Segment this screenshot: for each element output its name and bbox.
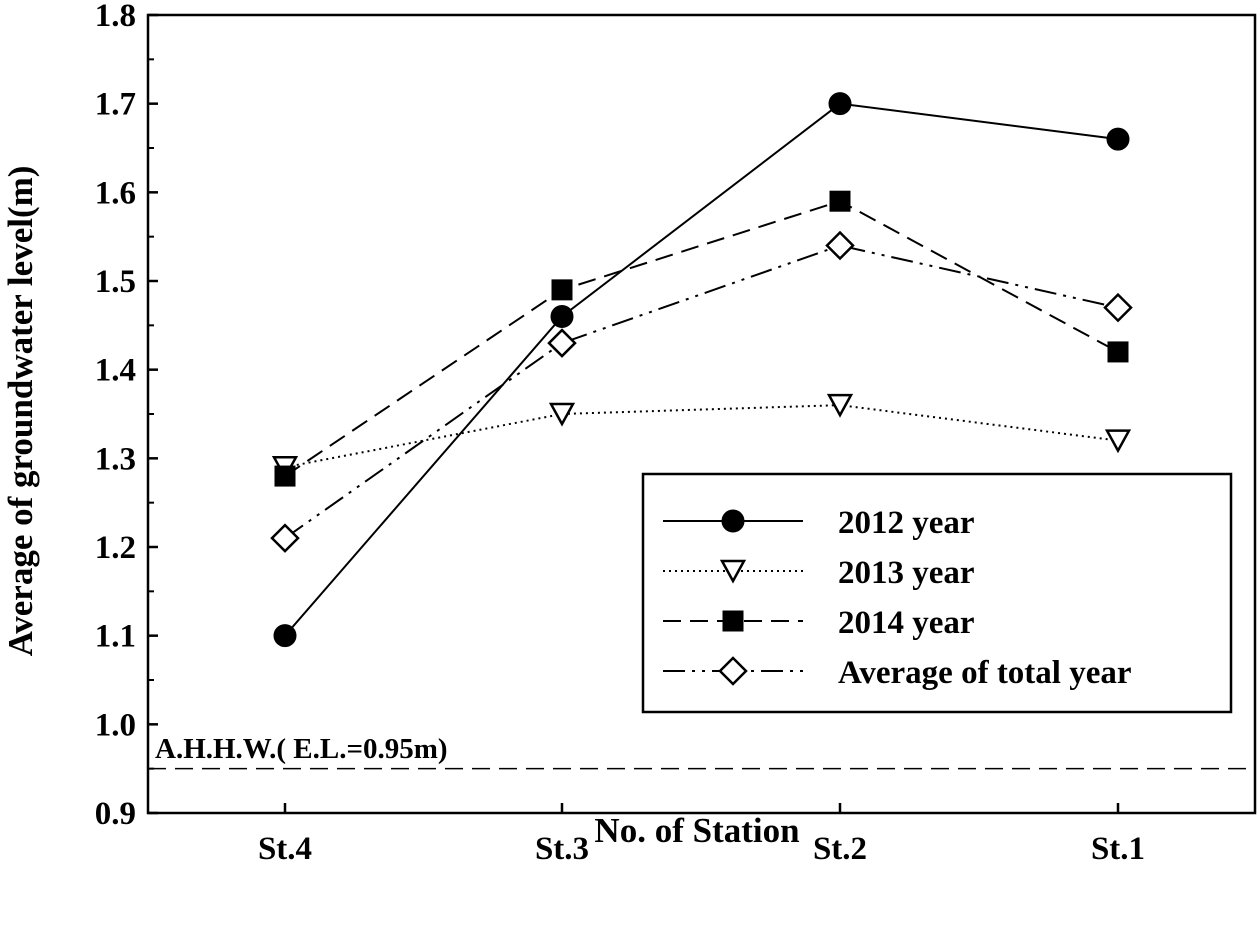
series-line-0 — [284, 102, 1119, 637]
y-axis-title: Average of groundwater level(m) — [1, 166, 40, 657]
data-point-s0-2 — [828, 92, 852, 116]
y-tick-label: 1.4 — [95, 353, 136, 389]
legend-marker-0 — [721, 509, 745, 533]
reference-line-label: A.H.H.W.( E.L.=0.95m) — [155, 733, 448, 765]
y-tick-label: 1.7 — [95, 87, 136, 123]
data-point-s1-3 — [1104, 429, 1132, 454]
data-point-s2-2 — [829, 190, 851, 212]
y-tick-label: 1.8 — [95, 0, 136, 34]
x-tick-label: St.3 — [535, 831, 589, 867]
legend-marker-3 — [718, 656, 748, 686]
data-point-s3-1 — [547, 328, 577, 358]
x-tick-label: St.1 — [1091, 831, 1145, 867]
y-tick-label: 1.3 — [95, 441, 136, 477]
y-tick-label: 1.0 — [95, 707, 136, 743]
data-point-s0-1 — [550, 304, 574, 328]
data-point-s3-0 — [270, 523, 300, 553]
legend-label-1: 2013 year — [838, 555, 975, 591]
data-point-s0-3 — [1106, 127, 1130, 151]
data-point-s1-2 — [826, 393, 854, 418]
legend-label-0: 2012 year — [838, 505, 975, 541]
y-tick-label: 1.2 — [95, 530, 136, 566]
x-tick-label: St.2 — [813, 831, 867, 867]
y-tick-label: 0.9 — [95, 796, 136, 832]
legend-marker-1 — [719, 559, 747, 584]
data-point-s1-1 — [548, 402, 576, 427]
series-line-3 — [284, 244, 1119, 539]
legend-label-3: Average of total year — [838, 655, 1132, 691]
data-point-s2-0 — [274, 465, 296, 487]
x-axis-title: No. of Station — [594, 811, 799, 850]
axes-group: 0.9 1.0 1.1 1.2 1.3 1.4 1.5 1.6 1.7 1.8 St.4 St.3 St… — [95, 0, 1257, 867]
legend: 2012 year 2013 year 2014 year Average of to… — [641, 472, 1233, 714]
data-point-s3-3 — [1103, 292, 1133, 323]
x-tick-label: St.4 — [258, 831, 312, 867]
data-point-s3-2 — [825, 230, 855, 261]
series-line-1 — [284, 404, 1119, 469]
y-tick-label: 1.5 — [95, 264, 136, 300]
series-line-2 — [284, 200, 1119, 477]
series-group — [270, 92, 1133, 648]
data-point-s2-1 — [551, 279, 573, 301]
legend-marker-2 — [722, 610, 744, 632]
y-tick-label: 1.6 — [95, 175, 136, 211]
data-point-s0-0 — [273, 624, 297, 648]
y-tick-label: 1.1 — [95, 619, 136, 655]
data-point-s2-3 — [1107, 341, 1129, 363]
legend-label-2: 2014 year — [838, 605, 975, 641]
